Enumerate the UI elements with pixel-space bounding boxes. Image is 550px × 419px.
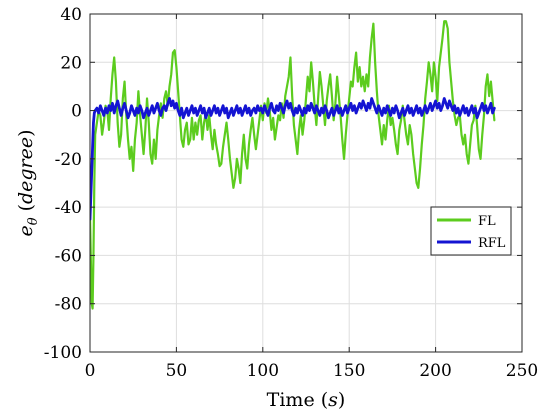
y-tick-label: 0 [71,102,82,122]
y-tick-label: -40 [55,198,82,218]
y-tick-label: -100 [44,343,82,363]
y-tick-label: 20 [60,53,82,73]
x-tick-label: 0 [85,361,96,381]
y-tick-label: -60 [55,246,82,266]
legend-label-rfl: RFL [478,236,506,251]
x-tick-label: 50 [166,361,188,381]
y-tick-labels: -100 -80 -60 -40 -20 0 20 40 [44,5,82,363]
x-tick-labels: 0 50 100 150 200 250 [85,361,539,381]
y-tick-label: 40 [60,5,82,25]
plot-frame [89,13,523,353]
legend-label-fl: FL [478,214,496,229]
series-layer [90,20,496,310]
x-tick-label: 150 [333,361,365,381]
series-line-rfl [90,97,496,221]
x-axis-title: Time (s) [267,389,346,411]
y-tick-label: -20 [55,150,82,170]
x-tick-label: 100 [247,361,279,381]
legend-box [430,206,512,256]
y-axis-title: eθ (degree) [15,129,41,236]
series-line-fl [90,20,496,310]
axis-ticks [89,13,523,353]
plot-area [90,14,522,352]
y-tick-label: -80 [55,295,82,315]
x-tick-label: 250 [506,361,538,381]
x-tick-label: 200 [419,361,451,381]
legend: FL RFL [430,206,512,256]
